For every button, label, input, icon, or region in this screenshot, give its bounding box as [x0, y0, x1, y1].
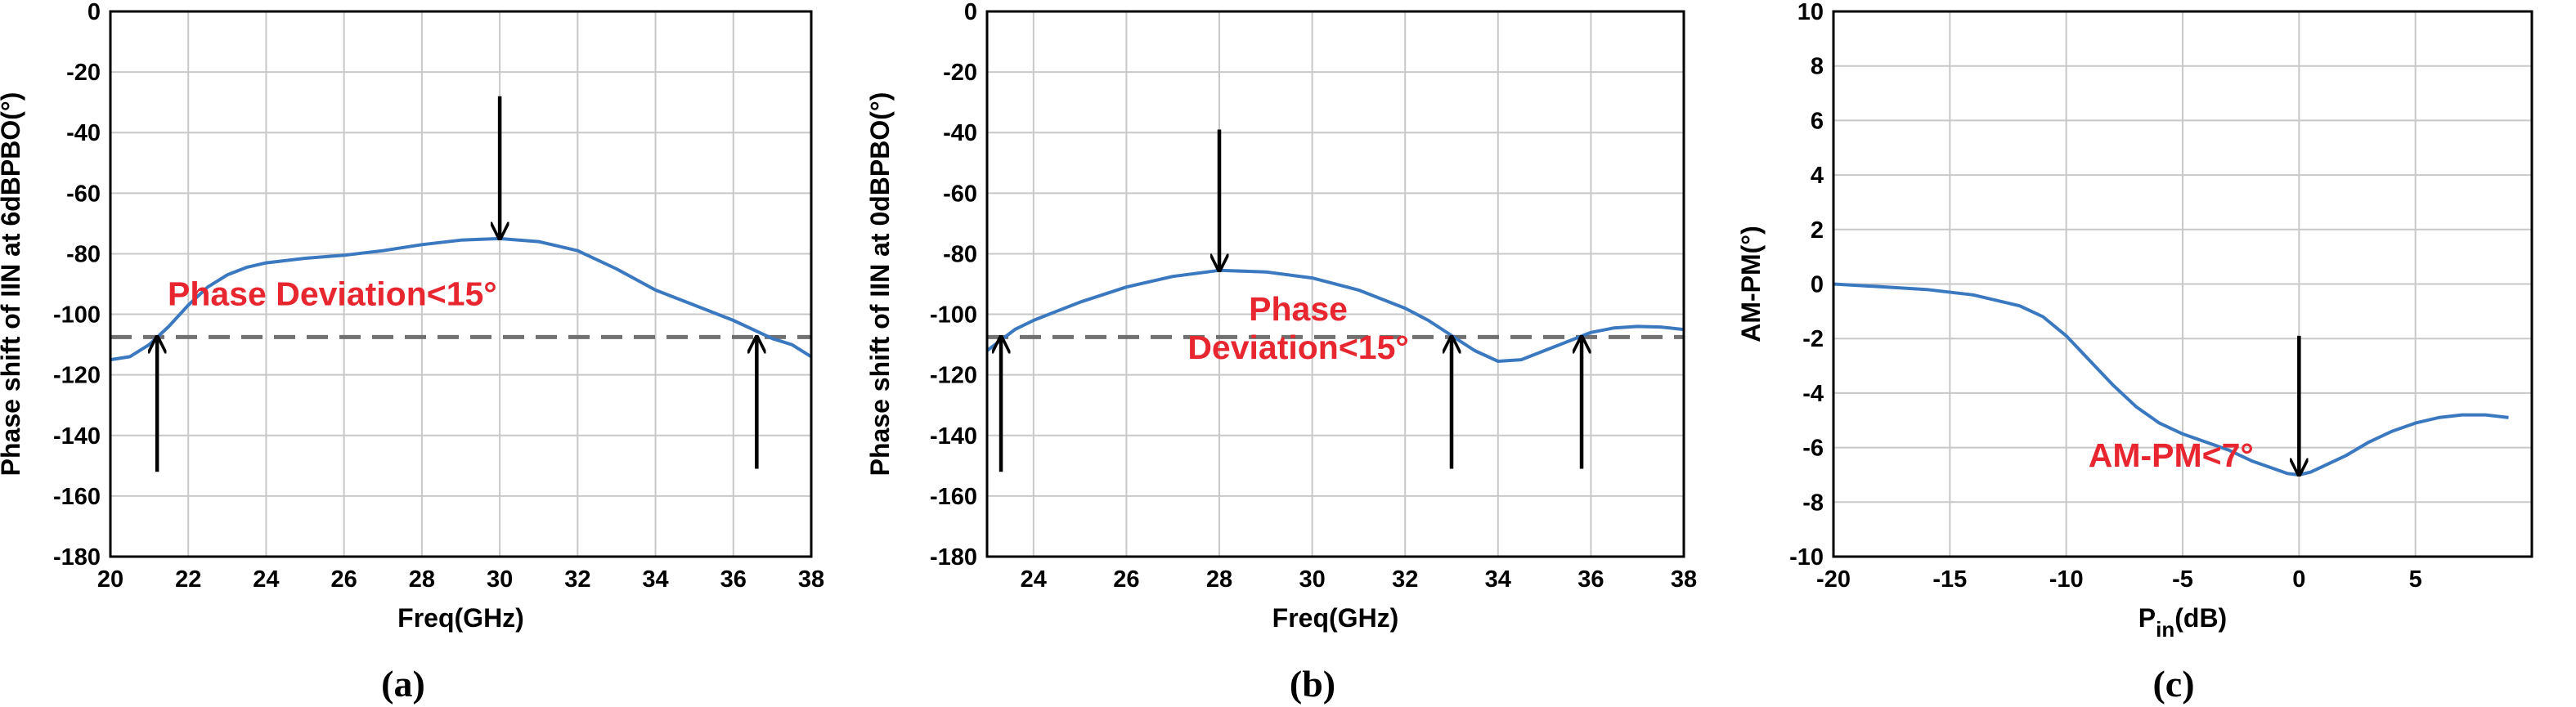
x-tick-label: 28	[1206, 566, 1232, 593]
y-tick-label: -180	[53, 544, 101, 571]
y-tick-label: 8	[1811, 54, 1824, 80]
x-tick-label: 20	[97, 566, 123, 593]
x-tick-label: 34	[1485, 566, 1511, 593]
x-tick-label: 28	[409, 566, 435, 593]
y-tick-label: 0	[964, 0, 977, 25]
y-tick-label: 4	[1811, 163, 1824, 189]
y-tick-label: -2	[1802, 326, 1824, 352]
x-tick-label: 30	[487, 566, 513, 593]
y-tick-label: -160	[930, 484, 977, 510]
y-tick-label: -160	[53, 484, 101, 510]
y-tick-label: -80	[943, 241, 977, 267]
x-tick-label: -15	[1932, 566, 1967, 593]
y-tick-label: -40	[943, 120, 977, 146]
y-tick-label: -180	[930, 544, 977, 571]
chart-panel-2: 24 26 28 30 32 34 36 38 0 -20 -40 -60 -80 -100 -120 -14…	[865, 0, 1697, 705]
y-tick-label: -20	[66, 60, 101, 86]
x-tick-label: 5	[2409, 566, 2422, 593]
plot-frame	[109, 10, 813, 558]
x-tick-label: 38	[1671, 566, 1697, 593]
y-tick-label: -20	[943, 60, 977, 86]
x-tick-label: 32	[564, 566, 590, 593]
x-axis-label: Freq(GHz)	[1272, 603, 1399, 633]
panel-caption: (b)	[1290, 663, 1335, 705]
x-tick-label: 36	[1577, 566, 1604, 593]
y-tick-label: -120	[53, 363, 101, 389]
x-tick-label: -20	[1816, 566, 1851, 593]
annotation-text: Deviation<15°	[1187, 329, 1408, 366]
x-tick-label: 24	[253, 566, 279, 593]
data-series-line	[985, 268, 1685, 363]
x-tick-label: -5	[2172, 566, 2193, 593]
y-tick-label: -40	[66, 120, 101, 146]
x-axis-label-subscript: in	[2156, 617, 2174, 642]
x-tick-label: 24	[1021, 566, 1047, 593]
y-tick-label: -80	[66, 241, 101, 267]
x-axis-label: Pin(dB)	[2138, 603, 2227, 642]
y-tick-label: 0	[1811, 272, 1824, 298]
y-tick-label: -140	[930, 423, 977, 450]
y-tick-label: -100	[53, 302, 101, 329]
x-tick-label: -10	[2049, 566, 2084, 593]
y-tick-label: -100	[930, 302, 977, 329]
chart-panel-1: 20 22 24 26 28 30 32 34 36 38 0 -20 -40 -60 -80 -100 -12…	[0, 0, 824, 705]
data-series-line	[110, 236, 813, 362]
y-tick-label: -10	[1789, 544, 1824, 571]
y-tick-label: 6	[1811, 108, 1824, 134]
y-tick-label: -6	[1802, 436, 1824, 462]
x-axis-label: Freq(GHz)	[397, 603, 524, 633]
plot-frame	[985, 10, 1685, 558]
data-series-line	[1833, 282, 2509, 477]
y-axis-label: Phase shift of IIN at 0dBPBO(°)	[865, 92, 895, 477]
x-tick-label: 0	[2292, 566, 2305, 593]
annotation-text: Phase	[1249, 290, 1348, 328]
x-axis-label-unit: (dB)	[2174, 603, 2227, 633]
x-tick-label: 26	[331, 566, 357, 593]
y-tick-label: -4	[1802, 381, 1824, 407]
x-tick-label: 32	[1392, 566, 1418, 593]
panel-caption: (c)	[2152, 663, 2194, 705]
x-tick-label: 36	[720, 566, 747, 593]
annotation-text: AM-PM<7°	[2089, 436, 2254, 474]
x-tick-label: 30	[1299, 566, 1325, 593]
y-tick-label: -8	[1802, 490, 1824, 516]
y-tick-label: -60	[66, 181, 101, 207]
annotation-text: Phase Deviation<15°	[168, 275, 497, 312]
chart-panel-3: -20 -15 -10 -5 0 5 10 8 6 4 2 0 -2 -4 -6 -8 -10 AM-PM<7° P…	[1736, 0, 2533, 705]
y-axis-label: Phase shift of IIN at 6dBPBO(°)	[0, 92, 25, 477]
y-tick-label: -140	[53, 423, 101, 450]
plot-frame	[1832, 10, 2533, 558]
x-tick-label: 38	[798, 566, 824, 593]
y-axis-label: AM-PM(°)	[1736, 226, 1766, 342]
y-tick-label: 0	[88, 0, 101, 25]
y-tick-label: -120	[930, 363, 977, 389]
y-tick-label: 2	[1811, 217, 1824, 244]
panel-caption: (a)	[381, 663, 425, 705]
x-tick-label: 26	[1113, 566, 1139, 593]
x-tick-label: 34	[642, 566, 668, 593]
x-tick-label: 22	[175, 566, 201, 593]
y-tick-label: 10	[1797, 0, 1824, 25]
y-tick-label: -60	[943, 181, 977, 207]
